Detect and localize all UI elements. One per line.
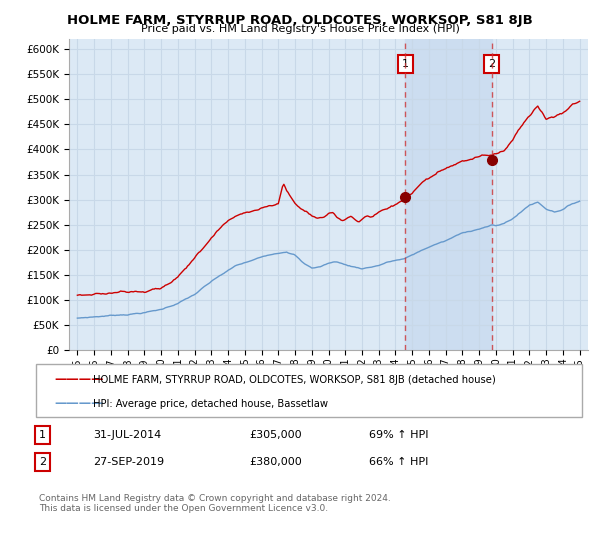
- Text: ————: ————: [54, 397, 104, 410]
- Text: 27-SEP-2019: 27-SEP-2019: [93, 457, 164, 467]
- Text: 66% ↑ HPI: 66% ↑ HPI: [369, 457, 428, 467]
- Bar: [405, 39, 492, 350]
- Text: HOLME FARM, STYRRUP ROAD, OLDCOTES, WORKSOP, S81 8JB: HOLME FARM, STYRRUP ROAD, OLDCOTES, WORK…: [67, 14, 533, 27]
- Text: 1: 1: [39, 430, 46, 440]
- Text: Price paid vs. HM Land Registry's House Price Index (HPI): Price paid vs. HM Land Registry's House …: [140, 24, 460, 34]
- Text: 1: 1: [401, 59, 409, 69]
- Text: £305,000: £305,000: [249, 430, 302, 440]
- Text: 31-JUL-2014: 31-JUL-2014: [93, 430, 161, 440]
- Text: HOLME FARM, STYRRUP ROAD, OLDCOTES, WORKSOP, S81 8JB (detached house): HOLME FARM, STYRRUP ROAD, OLDCOTES, WORK…: [93, 375, 496, 385]
- Text: 2: 2: [488, 59, 495, 69]
- Text: £380,000: £380,000: [249, 457, 302, 467]
- Text: Contains HM Land Registry data © Crown copyright and database right 2024.
This d: Contains HM Land Registry data © Crown c…: [39, 494, 391, 514]
- Text: ————: ————: [54, 373, 104, 386]
- Text: 2: 2: [39, 457, 46, 467]
- Text: HPI: Average price, detached house, Bassetlaw: HPI: Average price, detached house, Bass…: [93, 399, 328, 409]
- Text: 69% ↑ HPI: 69% ↑ HPI: [369, 430, 428, 440]
